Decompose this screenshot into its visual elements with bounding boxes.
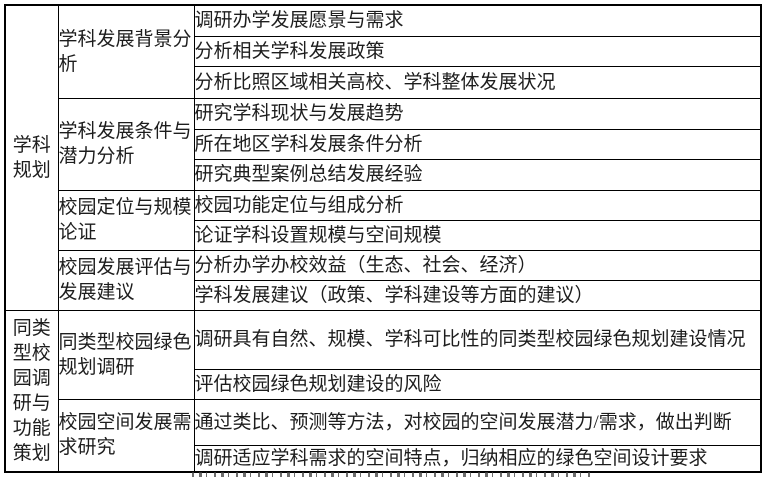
table-row: 学科发展条件与潜力分析 研究学科现状与发展趋势 <box>5 97 762 191</box>
task-item-cell: 研究学科现状与发展趋势 <box>193 97 762 130</box>
task-item-cell: 分析办学办校效益（生态、社会、经济） <box>193 249 762 281</box>
table-row: 校园发展评估与发展建议 分析办学办校效益（生态、社会、经济） <box>5 249 762 311</box>
task-item-cell: 分析相关学科发展政策 <box>193 35 762 67</box>
phase-cell: 学科规划 <box>4 4 59 311</box>
task-item-cell: 校园功能定位与组成分析 <box>193 189 762 221</box>
table-row: 评估校园绿色规划建设的风险 <box>5 368 762 400</box>
task-item-cell: 分析比照区域相关高校、学科整体发展状况 <box>193 65 762 99</box>
task-item-cell: 调研具有自然、规模、学科可比性的同类型校园绿色规划建设情况 <box>193 309 762 370</box>
planning-content-table: 学科规划 学科发展背景分析 调研办学发展愿景与需求 分析相关学科发展政策 分析比… <box>4 4 762 473</box>
task-item-cell: 所在地区学科发展条件分析 <box>193 128 762 160</box>
cropped-caption-fragment <box>192 472 592 477</box>
table-row: 学科规划 学科发展背景分析 调研办学发展愿景与需求 <box>4 4 762 311</box>
task-group-cell: 校园发展评估与发展建议 <box>57 249 195 311</box>
table-row: 校园定位与规模论证 校园功能定位与组成分析 <box>5 189 762 251</box>
task-item-cell: 论证学科设置规模与空间规模 <box>193 219 762 251</box>
table-row: 论证学科设置规模与空间规模 <box>5 219 762 251</box>
table-row: 分析相关学科发展政策 <box>5 35 762 67</box>
task-group-cell: 学科发展背景分析 <box>57 4 195 99</box>
table-row: 学科发展建议（政策、学科建设等方面的建议） <box>5 279 762 311</box>
table-row: 调研适应学科需求的空间特点，归纳相应的绿色空间设计要求 <box>5 444 762 473</box>
table-row: 分析比照区域相关高校、学科整体发展状况 <box>5 65 762 99</box>
table-row: 校园空间发展需求研究 通过类比、预测等方法，对校园的空间发展潜力/需求，做出判断 <box>5 398 762 473</box>
task-item-cell: 学科发展建议（政策、学科建设等方面的建议） <box>193 279 762 311</box>
task-item-cell: 调研适应学科需求的空间特点，归纳相应的绿色空间设计要求 <box>193 444 762 473</box>
phase-cell: 同类型校园调研与功能策划 <box>4 309 59 473</box>
task-item-cell: 研究典型案例总结发展经验 <box>193 158 762 191</box>
task-item-cell: 调研办学发展愿景与需求 <box>193 4 762 37</box>
table-row: 研究典型案例总结发展经验 <box>5 158 762 191</box>
task-group-cell: 同类型校园绿色规划调研 <box>57 309 195 400</box>
task-item-cell: 评估校园绿色规划建设的风险 <box>193 368 762 400</box>
task-group-cell: 校园空间发展需求研究 <box>57 398 195 473</box>
table-row: 同类型校园调研与功能策划 同类型校园绿色规划调研 调研具有自然、规模、学科可比性… <box>4 309 762 473</box>
task-group-cell: 学科发展条件与潜力分析 <box>57 97 195 191</box>
task-item-cell: 通过类比、预测等方法，对校园的空间发展潜力/需求，做出判断 <box>193 398 762 446</box>
task-group-cell: 校园定位与规模论证 <box>57 189 195 251</box>
